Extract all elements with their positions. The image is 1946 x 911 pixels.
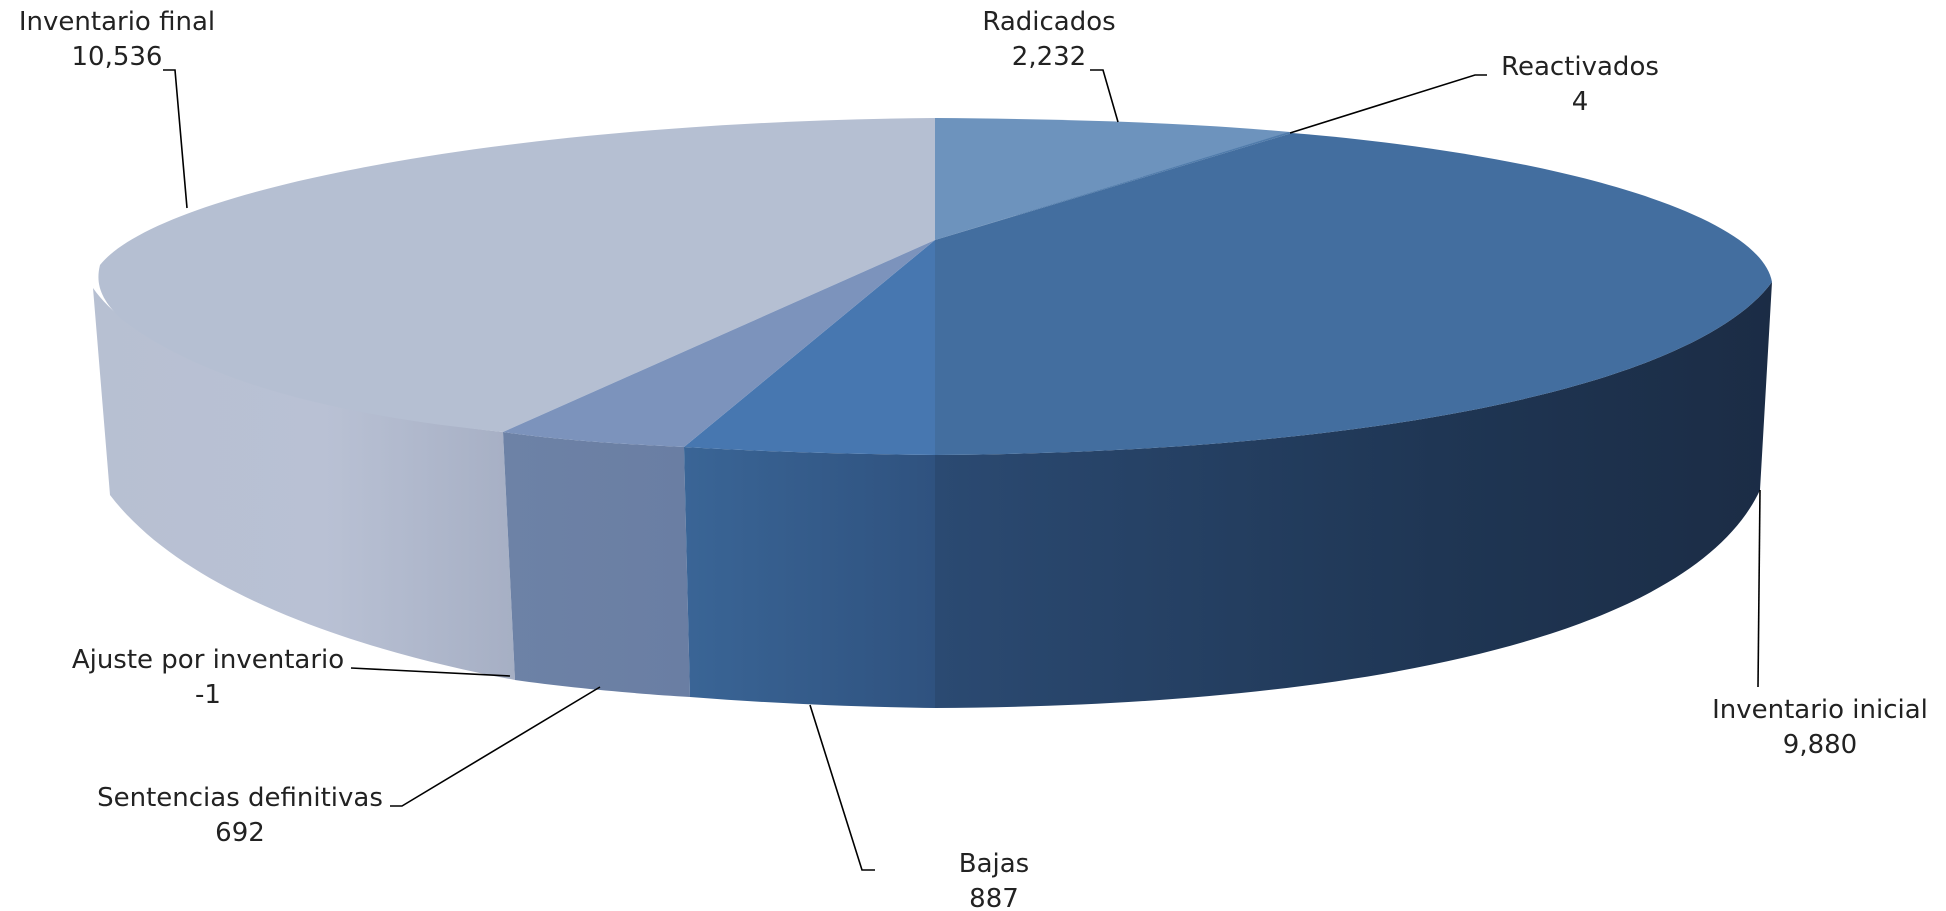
value-inventario-final: 10,536 [72, 42, 163, 72]
leader-line-inventario-inicial [1757, 489, 1761, 688]
label-inventario-inicial: Inventario inicial [1712, 695, 1928, 725]
slice-inventario-final [98, 118, 935, 432]
slice-side-bajas [684, 447, 935, 708]
slice-side-inventario-final [93, 288, 515, 680]
value-bajas: 887 [969, 884, 1019, 911]
label-bajas: Bajas [959, 849, 1029, 879]
slice-sentencias-definitivas [503, 240, 935, 447]
leader-line-reactivados [1289, 74, 1487, 134]
slice-inventario-inicial [935, 133, 1772, 455]
leader-line-inventario-final [163, 69, 188, 209]
leader-line-bajas [809, 704, 875, 871]
value-sentencias-definitivas: 692 [215, 818, 265, 848]
slice-bajas [684, 240, 935, 455]
slice-side-sentencias-definitivas [503, 432, 690, 697]
slice-reactivados [935, 132, 1292, 240]
leader-line-radicados [1090, 69, 1119, 123]
value-reactivados: 4 [1572, 87, 1589, 117]
value-radicados: 2,232 [1012, 42, 1086, 72]
label-radicados: Radicados [982, 7, 1115, 37]
leader-line-ajuste-por-inventario [350, 667, 511, 677]
slice-radicados [935, 118, 1290, 240]
label-sentencias-definitivas: Sentencias definitivas [97, 783, 383, 813]
leader-line-sentencias-definitivas [390, 686, 601, 807]
value-inventario-inicial: 9,880 [1783, 730, 1857, 760]
value-ajuste-por-inventario: -1 [195, 680, 221, 710]
label-ajuste-por-inventario: Ajuste por inventario [72, 645, 344, 675]
label-inventario-final: Inventario final [19, 7, 215, 37]
label-reactivados: Reactivados [1501, 52, 1659, 82]
slice-side-inventario-inicial [935, 282, 1772, 708]
